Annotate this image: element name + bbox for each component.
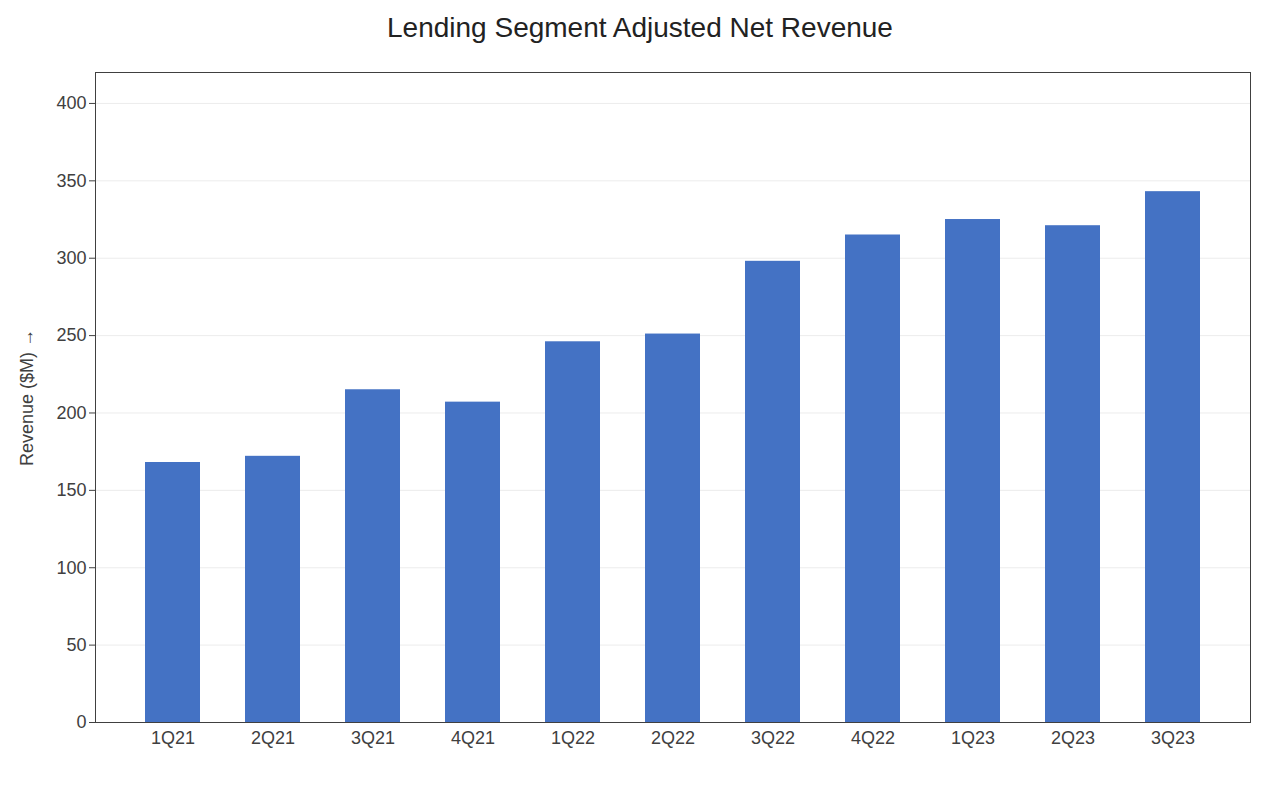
- svg-text:2Q22: 2Q22: [651, 728, 695, 748]
- svg-text:3Q22: 3Q22: [751, 728, 795, 748]
- svg-text:1Q23: 1Q23: [951, 728, 995, 748]
- svg-text:1Q22: 1Q22: [551, 728, 595, 748]
- svg-text:3Q23: 3Q23: [1151, 728, 1195, 748]
- svg-text:Revenue ($M) →: Revenue ($M) →: [17, 329, 37, 466]
- html-text:Lending Segment Adjusted Net R: Lending Segment Adjusted Net Revenue: [387, 12, 893, 43]
- svg-text:0: 0: [76, 712, 86, 732]
- svg-text:250: 250: [56, 325, 86, 345]
- svg-text:2Q23: 2Q23: [1051, 728, 1095, 748]
- svg-text:1Q21: 1Q21: [151, 728, 195, 748]
- svg-text:200: 200: [56, 403, 86, 423]
- svg-text:100: 100: [56, 557, 86, 577]
- svg-text:400: 400: [56, 93, 86, 113]
- svg-text:300: 300: [56, 248, 86, 268]
- svg-text:3Q21: 3Q21: [351, 728, 395, 748]
- svg-text:2Q21: 2Q21: [251, 728, 295, 748]
- svg-text:350: 350: [56, 171, 86, 191]
- svg-text:4Q21: 4Q21: [451, 728, 495, 748]
- svg-text:150: 150: [56, 480, 86, 500]
- svg-text:4Q22: 4Q22: [851, 728, 895, 748]
- svg-text:50: 50: [66, 635, 86, 655]
